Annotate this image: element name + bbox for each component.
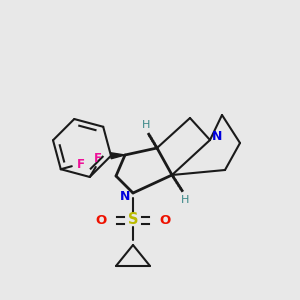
Text: N: N bbox=[120, 190, 130, 202]
Text: F: F bbox=[94, 152, 102, 166]
Text: O: O bbox=[159, 214, 171, 226]
Text: H: H bbox=[181, 195, 189, 205]
Text: S: S bbox=[128, 212, 138, 227]
Polygon shape bbox=[111, 153, 125, 159]
Text: O: O bbox=[95, 214, 106, 226]
Text: F: F bbox=[77, 158, 85, 171]
Text: N: N bbox=[212, 130, 222, 143]
Text: H: H bbox=[142, 120, 150, 130]
